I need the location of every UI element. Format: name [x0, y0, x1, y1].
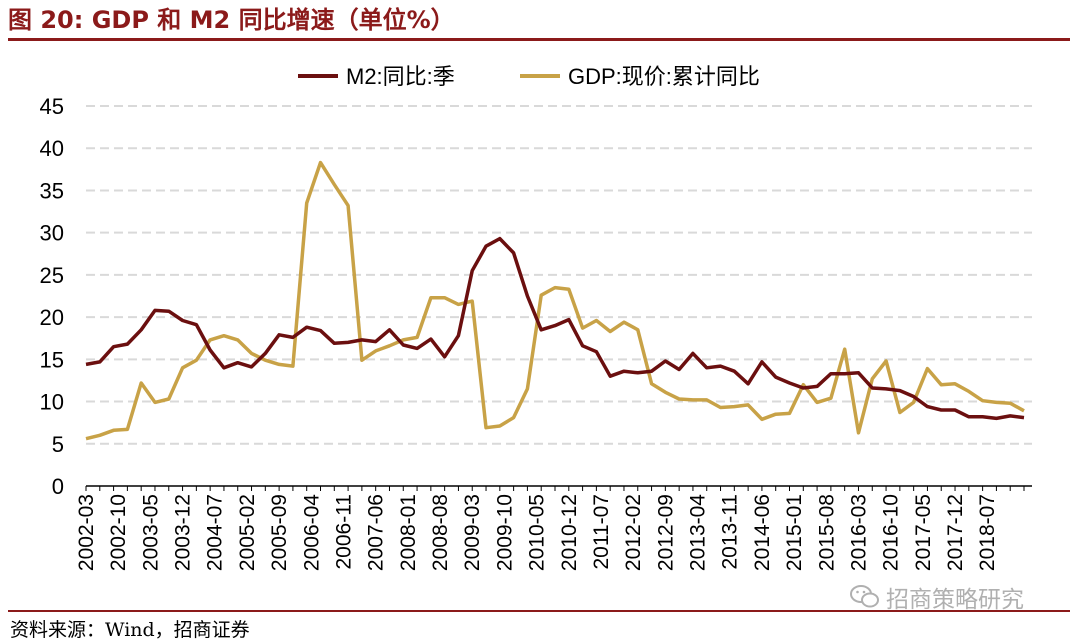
x-tick-label: 2010-05 [526, 494, 549, 571]
y-tick-label: 45 [40, 94, 64, 119]
y-tick-label: 30 [40, 221, 64, 246]
x-tick-label: 2012-02 [622, 494, 645, 571]
source-note: 资料来源：Wind，招商证券 [10, 619, 250, 641]
legend-label-m2: M2:同比:季 [346, 64, 455, 89]
x-tick-label: 2005-09 [268, 494, 291, 571]
x-tick-label: 2003-12 [172, 494, 195, 571]
footer-rule [8, 610, 1070, 612]
chart-legend: M2:同比:季 GDP:现价:累计同比 [298, 64, 760, 89]
x-tick-label: 2013-11 [719, 494, 742, 570]
x-tick-label: 2002-03 [75, 494, 98, 571]
x-axis: 2002-03 2002-10 2003-05 2003-12 2004-07 2005-… [75, 485, 1032, 571]
x-tick-label: 2007-06 [365, 494, 388, 571]
line-chart: M2:同比:季 GDP:现价:累计同比 0 5 10 15 20 25 30 35 40 45 2… [40, 64, 1032, 571]
wechat-icon [850, 585, 879, 608]
x-tick-label: 2006-04 [300, 494, 323, 571]
gridlines [86, 105, 1032, 445]
x-tick-label: 2011-07 [590, 494, 613, 570]
x-tick-label: 2015-08 [815, 494, 838, 571]
x-tick-label: 2016-10 [880, 494, 903, 571]
x-tick-label: 2016-03 [847, 494, 870, 571]
x-tick-label: 2008-01 [397, 494, 420, 571]
figure-title: 图 20: GDP 和 M2 同比增速（单位%） [8, 6, 455, 34]
y-tick-label: 15 [40, 347, 64, 372]
y-tick-label: 10 [40, 390, 64, 415]
x-tick-label: 2013-04 [687, 494, 710, 571]
y-tick-label: 40 [40, 136, 64, 161]
x-tick-label: 2015-01 [783, 494, 806, 571]
x-tick-label: 2009-03 [461, 494, 484, 571]
x-tick-label: 2017-05 [912, 494, 935, 571]
y-tick-label: 35 [40, 178, 64, 203]
y-tick-label: 0 [52, 474, 64, 499]
x-tick-label: 2006-11 [332, 494, 355, 570]
watermark-text: 招商策略研究 [886, 587, 1024, 613]
legend-label-gdp: GDP:现价:累计同比 [568, 64, 760, 89]
x-tick-label: 2009-10 [493, 494, 516, 571]
x-tick-label: 2002-10 [107, 494, 130, 571]
x-tick-label: 2005-02 [236, 494, 259, 571]
x-tick-label: 2008-08 [429, 494, 452, 571]
x-tick-label: 2003-05 [139, 494, 162, 571]
series-line-gdp [85, 160, 1025, 441]
x-tick-label: 2012-09 [654, 494, 677, 571]
x-tick-label: 2014-06 [751, 494, 774, 571]
y-tick-label: 25 [40, 263, 64, 288]
x-tick-label: 2004-07 [204, 494, 227, 571]
y-axis: 0 5 10 15 20 25 30 35 40 45 [40, 94, 64, 499]
x-tick-label: 2018-07 [976, 494, 999, 571]
title-rule [8, 38, 1070, 41]
watermark: 招商策略研究 [850, 580, 1024, 614]
series-lines [85, 160, 1025, 441]
y-tick-label: 20 [40, 305, 64, 330]
series-line-m2 [85, 236, 1025, 421]
x-tick-label: 2017-12 [944, 494, 967, 571]
x-tick-label: 2010-12 [558, 494, 581, 571]
y-tick-label: 5 [52, 432, 64, 457]
